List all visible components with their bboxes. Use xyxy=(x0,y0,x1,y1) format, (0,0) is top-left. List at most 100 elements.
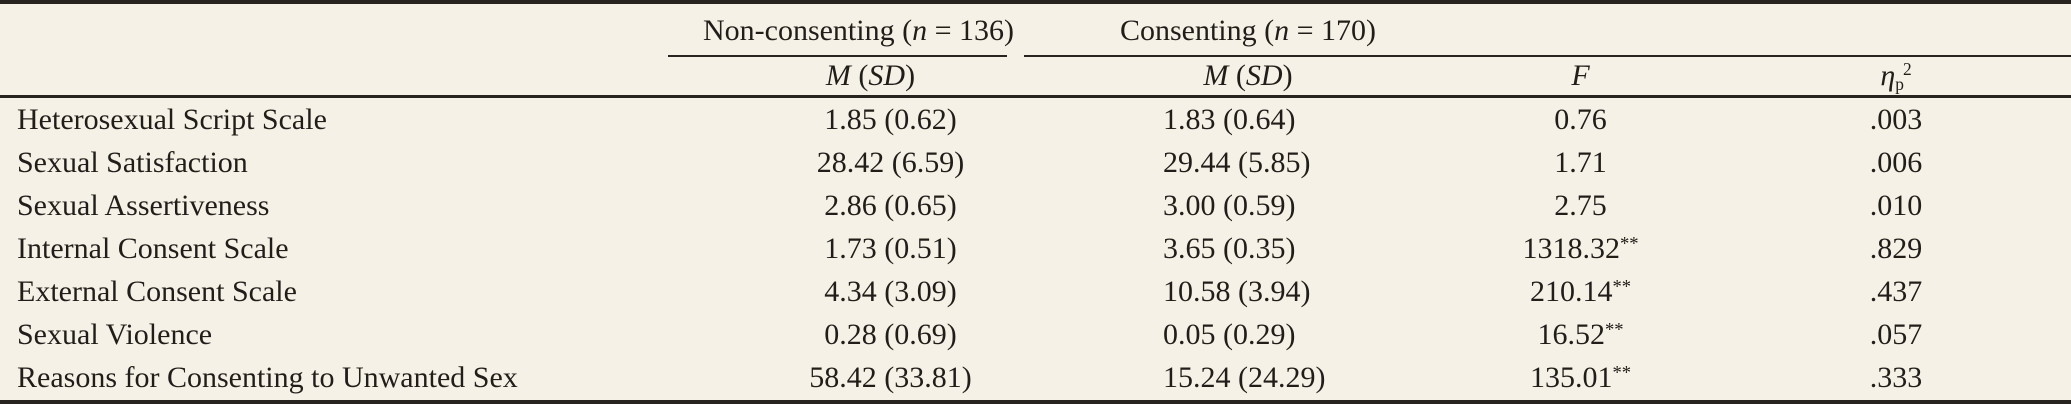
f-statistic-value: 1318.32** xyxy=(1398,231,1743,265)
consenting-m-sd-text: 29.44 (5.85) xyxy=(1163,145,1311,179)
consenting-m-sd-text: 3.00 (0.59) xyxy=(1163,188,1296,222)
eta-p-squared-text: .006 xyxy=(1869,145,1923,179)
row-label-text: Sexual Assertiveness xyxy=(17,188,270,222)
header-body-separator-rule xyxy=(0,95,2071,98)
eta-p-squared-text: .003 xyxy=(1869,102,1923,136)
eta-p-squared-value: .333 xyxy=(1743,363,2071,393)
column-header-consenting-m-sd: M (SD) xyxy=(1098,61,1398,91)
column-header-f-statistic: F xyxy=(1398,61,1743,91)
consenting-m-sd-text: 15.24 (24.29) xyxy=(1163,361,1326,395)
row-label: Sexual Violence xyxy=(0,320,683,350)
nonconsenting-m-sd-text: 1.85 (0.62) xyxy=(824,102,957,136)
f-value-text: 210.14 xyxy=(1529,275,1613,309)
f-value-text: 135.01 xyxy=(1529,361,1613,395)
nonconsenting-m-sd-text: 2.86 (0.65) xyxy=(824,188,957,222)
table-row: Reasons for Consenting to Unwanted Sex 5… xyxy=(0,357,2071,400)
group-nonconsenting-prefix: Non-consenting ( xyxy=(702,13,913,47)
f-statistic-value: 2.75 xyxy=(1398,188,1743,222)
nonconsenting-m-sd-value: 0.28 (0.69) xyxy=(683,320,1098,350)
nonconsenting-group-underline xyxy=(668,55,1007,57)
nonconsenting-m-sd-text: 58.42 (33.81) xyxy=(809,361,972,395)
eta-p-squared-value: .057 xyxy=(1743,320,2071,350)
column-header-eta-p-squared: ηp2 xyxy=(1743,59,2071,94)
row-label: Internal Consent Scale xyxy=(0,231,683,265)
f-value-text: 0.76 xyxy=(1554,102,1607,136)
eta-p-squared-value: .003 xyxy=(1743,102,2071,136)
table-header-statistics: M (SD) M (SD) F ηp2 xyxy=(0,57,2071,95)
consenting-m-sd-text: 10.58 (3.94) xyxy=(1163,275,1311,309)
consenting-m-sd-text: 0.05 (0.29) xyxy=(1163,318,1296,352)
sd-label: SD xyxy=(1245,59,1283,92)
table-header-groups: Non-consenting (n = 136) Consenting (n =… xyxy=(0,4,2071,57)
table-row: Sexual Assertiveness 2.86 (0.65) 3.00 (0… xyxy=(0,184,2071,227)
eta-p-squared-value: .010 xyxy=(1743,188,2071,222)
row-label: External Consent Scale xyxy=(0,277,683,307)
eta-p-squared-value: .437 xyxy=(1743,277,2071,307)
eta-p-squared-value: .006 xyxy=(1743,145,2071,179)
table-row: Sexual Violence 0.28 (0.69) 0.05 (0.29) … xyxy=(0,314,2071,357)
group-consenting-prefix: Consenting ( xyxy=(1119,13,1275,47)
sd-close-paren: ) xyxy=(905,59,916,92)
nonconsenting-m-sd-value: 58.42 (33.81) xyxy=(683,363,1098,393)
significance-stars: ** xyxy=(1619,233,1639,255)
f-value-text: 1318.32 xyxy=(1522,231,1620,265)
eta-p-squared-value: .829 xyxy=(1743,231,2071,265)
row-label: Sexual Assertiveness xyxy=(0,188,683,222)
table-row: Internal Consent Scale 1.73 (0.51) 3.65 … xyxy=(0,227,2071,270)
table-top-rule xyxy=(0,0,2071,4)
row-label-text: Internal Consent Scale xyxy=(17,231,289,265)
row-label-text: Heterosexual Script Scale xyxy=(17,102,327,136)
consenting-m-sd-value: 1.83 (0.64) xyxy=(1098,104,1398,135)
f-label: F xyxy=(1571,59,1590,92)
eta-symbol: η xyxy=(1880,59,1896,92)
eta-p-squared-text: .829 xyxy=(1869,231,1923,265)
nonconsenting-m-sd-text: 4.34 (3.09) xyxy=(824,275,957,309)
nonconsenting-m-sd-value: 1.85 (0.62) xyxy=(683,102,1098,136)
nonconsenting-m-sd-text: 28.42 (6.59) xyxy=(816,145,965,179)
group-consenting-n-symbol: n xyxy=(1274,13,1290,47)
consenting-m-sd-value: 0.05 (0.29) xyxy=(1098,320,1398,350)
table-bottom-rule xyxy=(0,399,2071,404)
f-value-text: 2.75 xyxy=(1554,188,1607,222)
eta-p-squared-text: .010 xyxy=(1869,188,1923,222)
nonconsenting-m-sd-value: 28.42 (6.59) xyxy=(683,145,1098,179)
eta-p-squared-text: .437 xyxy=(1869,275,1923,309)
eta-p-squared-text: .057 xyxy=(1869,318,1923,352)
f-statistic-value: 135.01** xyxy=(1398,363,1743,393)
sd-label: SD xyxy=(868,59,906,92)
significance-stars: ** xyxy=(1612,276,1632,298)
row-label: Heterosexual Script Scale xyxy=(0,102,683,136)
consenting-m-sd-value: 10.58 (3.94) xyxy=(1098,277,1398,307)
table-row: Heterosexual Script Scale 1.85 (0.62) 1.… xyxy=(0,98,2071,141)
row-label-text: External Consent Scale xyxy=(17,275,297,309)
row-label-text: Reasons for Consenting to Unwanted Sex xyxy=(17,361,518,395)
group-consenting-suffix: = 170) xyxy=(1289,13,1377,47)
eta-p-squared-text: .333 xyxy=(1869,361,1923,395)
m-label: M xyxy=(825,59,851,92)
row-label-text: Sexual Violence xyxy=(17,318,213,352)
f-statistic-value: 16.52** xyxy=(1398,320,1743,350)
nonconsenting-m-sd-value: 4.34 (3.09) xyxy=(683,277,1098,307)
nonconsenting-m-sd-value: 2.86 (0.65) xyxy=(683,188,1098,222)
group-header-nonconsenting: Non-consenting (n = 136) xyxy=(683,13,1098,47)
nonconsenting-m-sd-text: 1.73 (0.51) xyxy=(824,231,957,265)
table-row: External Consent Scale 4.34 (3.09) 10.58… xyxy=(0,271,2071,314)
group-nonconsenting-suffix: = 136) xyxy=(927,13,1015,47)
significance-stars: ** xyxy=(1612,363,1632,385)
sd-open-paren: ( xyxy=(1228,59,1246,92)
eta-subscript-p: p xyxy=(1895,73,1904,94)
group-header-consenting: Consenting (n = 170) xyxy=(1098,13,1398,47)
table-row: Sexual Satisfaction 28.42 (6.59) 29.44 (… xyxy=(0,141,2071,184)
significance-stars: ** xyxy=(1604,319,1624,341)
sd-open-paren: ( xyxy=(850,59,869,92)
m-label: M xyxy=(1203,59,1229,92)
f-value-text: 16.52 xyxy=(1537,318,1605,352)
row-label: Sexual Satisfaction xyxy=(0,145,683,179)
f-value-text: 1.71 xyxy=(1554,145,1607,179)
consenting-m-sd-value: 15.24 (24.29) xyxy=(1098,363,1398,393)
row-label-text: Sexual Satisfaction xyxy=(17,145,248,179)
f-statistic-value: 1.71 xyxy=(1398,145,1743,179)
group-nonconsenting-n-symbol: n xyxy=(912,13,928,47)
row-label: Reasons for Consenting to Unwanted Sex xyxy=(0,363,683,393)
